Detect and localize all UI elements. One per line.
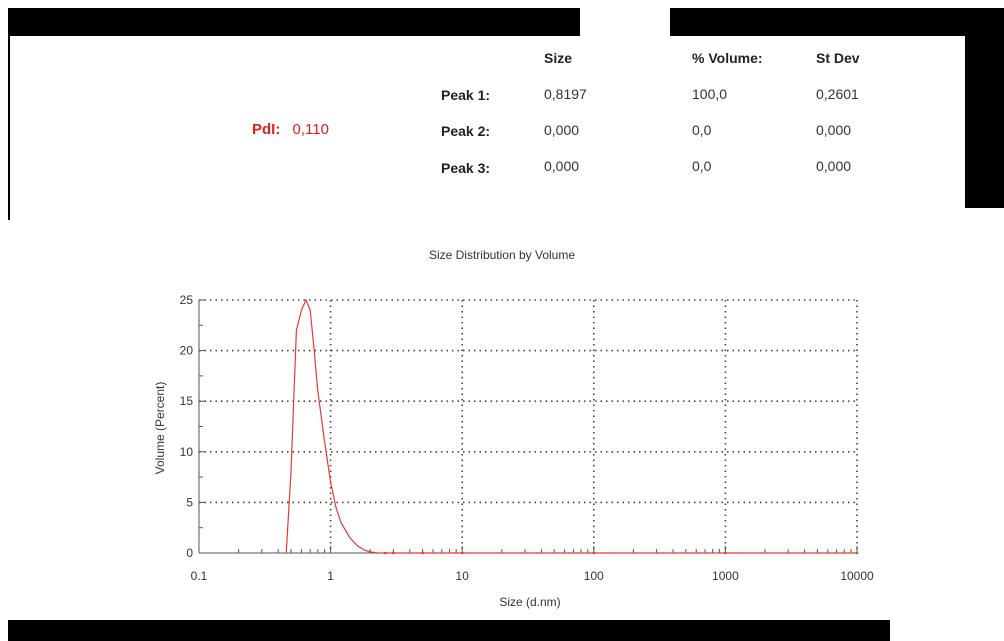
y-tick-label: 25 — [180, 293, 194, 307]
data-point — [460, 551, 464, 555]
label-layer: 0.1 1 10 100 1000 10000 0 5 10 15 20 25 — [180, 293, 874, 583]
data-point — [421, 551, 424, 555]
x-tick-label: 1 — [327, 569, 334, 583]
header-stdev: St Dev — [816, 50, 860, 66]
pdi-value: 0,110 — [292, 121, 329, 138]
data-point — [724, 551, 727, 555]
y-tick-label: 0 — [186, 546, 193, 560]
pdi-readout: PdI: 0,110 — [252, 121, 329, 138]
peak-3-size: 0,000 — [544, 158, 580, 174]
data-point — [592, 551, 596, 555]
x-tick-label: 100 — [584, 569, 604, 583]
pdi-label: PdI: — [252, 121, 281, 138]
peak-2-volume: 0,0 — [692, 122, 712, 138]
data-point — [383, 551, 387, 555]
x-tick-label: 10 — [456, 569, 470, 583]
y-tick-label: 20 — [180, 344, 194, 358]
peak-1-size: 0,8197 — [544, 86, 587, 102]
series-layer — [285, 298, 859, 555]
y-tick-label: 10 — [180, 445, 194, 459]
series-line-1 — [285, 298, 857, 554]
mask-bar-bottom — [8, 620, 890, 641]
mask-bar-top-left — [8, 8, 580, 36]
y-axis-title: Volume (Percent) — [153, 382, 167, 475]
results-summary: PdI: 0,110 Size % Volume: St Dev Peak 1:… — [0, 0, 1004, 230]
y-tick-label: 15 — [180, 394, 194, 408]
y-tick-label: 5 — [186, 495, 193, 509]
peak-2-label: Peak 2: — [441, 123, 491, 139]
peak-2-stdev: 0,000 — [816, 122, 852, 138]
x-tick-label: 0.1 — [191, 569, 208, 583]
peak-3-stdev: 0,000 — [816, 158, 852, 174]
peak-2-size: 0,000 — [544, 122, 580, 138]
header-size: Size — [544, 50, 573, 66]
peak-3-label: Peak 3: — [441, 160, 491, 176]
header-volume: % Volume: — [692, 50, 763, 66]
axis-layer — [198, 299, 858, 554]
x-tick-label: 10000 — [840, 569, 874, 583]
peak-1-volume: 100,0 — [692, 86, 728, 102]
peak-3-volume: 0,0 — [692, 158, 712, 174]
mask-bar-left-edge — [8, 36, 10, 220]
mask-bar-top-right — [670, 8, 1004, 36]
mask-bar-right — [965, 8, 1004, 208]
data-point — [855, 551, 859, 555]
x-tick-label: 1000 — [712, 569, 739, 583]
chart-title: Size Distribution by Volume — [428, 248, 576, 262]
data-point — [392, 551, 395, 555]
peak-1-label: Peak 1: — [441, 87, 491, 103]
peak-1-stdev: 0,2601 — [816, 86, 859, 102]
grid-layer — [199, 299, 858, 553]
x-axis-title: Size (d.nm) — [499, 595, 560, 609]
